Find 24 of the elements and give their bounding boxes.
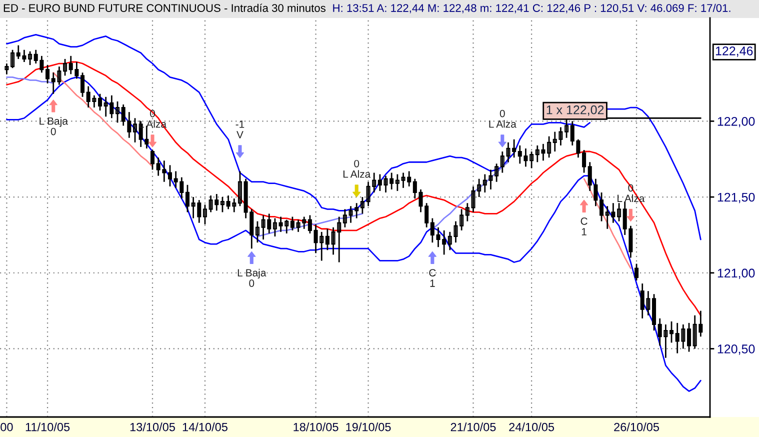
annotation: 1 x 122,02 — [546, 105, 604, 116]
chart-subtitle: H: 13:51 A: 122,44 M: 122,48 m: 122,41 C: 122,46 P : 120,51 V: 46.069 F: 17/01. — [333, 4, 730, 14]
y-tick-label: 122,00 — [718, 116, 755, 128]
y-tick-label: 120,50 — [718, 344, 755, 355]
y-tick-label: 121,50 — [718, 192, 755, 204]
x-tick-label: 00 — [0, 422, 13, 432]
x-tick-label: 19/10/05 — [346, 422, 391, 432]
x-tick-label: 24/10/05 — [509, 422, 554, 432]
x-tick-label: 14/10/05 — [182, 422, 228, 432]
text: 122,46 — [716, 46, 753, 57]
x-tick-label: 26/10/05 — [614, 422, 660, 432]
x-tick-label: 21/10/05 — [450, 422, 496, 432]
x-tick-label: 13/10/05 — [130, 422, 175, 432]
annotation: C 1 — [429, 269, 436, 287]
annotation: -1 V — [236, 120, 244, 138]
y-tick-label: 121,00 — [718, 268, 755, 280]
x-tick-label: 18/10/05 — [294, 422, 338, 432]
annotation: 0 L Alza — [489, 110, 516, 128]
annotation: L Baja 0 — [40, 117, 68, 136]
annotation: C 1 — [580, 218, 588, 236]
x-tick-label: 11/10/05 — [26, 422, 70, 432]
chart-title: ED - EURO BUND FUTURE CONTINUOUS - Intradía 30 minutos — [4, 4, 326, 12]
annotation: L Baja 0 — [238, 268, 266, 287]
annotation: 0 L Alza — [343, 160, 371, 178]
